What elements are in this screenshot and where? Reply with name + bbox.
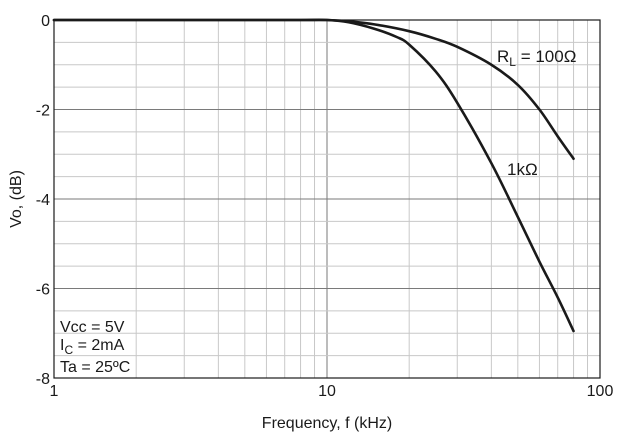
x-tick-label: 10 bbox=[318, 383, 336, 400]
grid bbox=[54, 20, 600, 378]
y-tick-label: -4 bbox=[36, 192, 50, 209]
series-label-rl-100: RL = 100Ω bbox=[497, 47, 576, 69]
series-label-rl-subscript: L bbox=[509, 55, 516, 69]
y-tick-label: -2 bbox=[36, 103, 50, 120]
y-axis-label: Vo, (dB) bbox=[8, 170, 25, 228]
condition-ta: Ta = 25ºC bbox=[60, 359, 130, 376]
y-tick-label: 0 bbox=[41, 13, 50, 30]
series-label-1k: 1kΩ bbox=[507, 160, 538, 179]
x-tick-label: 100 bbox=[587, 383, 614, 400]
tick-labels: 0 -2 -4 -6 -81 10 100 bbox=[36, 13, 614, 400]
y-tick-label: -8 bbox=[36, 371, 50, 388]
condition-vcc: Vcc = 5V bbox=[60, 319, 125, 336]
y-tick-label: -6 bbox=[36, 282, 50, 299]
series-line-1k bbox=[52, 18, 575, 333]
condition-ic-subscript: C bbox=[64, 343, 73, 357]
series-lines bbox=[52, 18, 575, 333]
x-tick-label: 1 bbox=[50, 383, 59, 400]
condition-ic: IC = 2mA bbox=[60, 337, 125, 357]
x-axis-label: Frequency, f (kHz) bbox=[262, 415, 392, 432]
